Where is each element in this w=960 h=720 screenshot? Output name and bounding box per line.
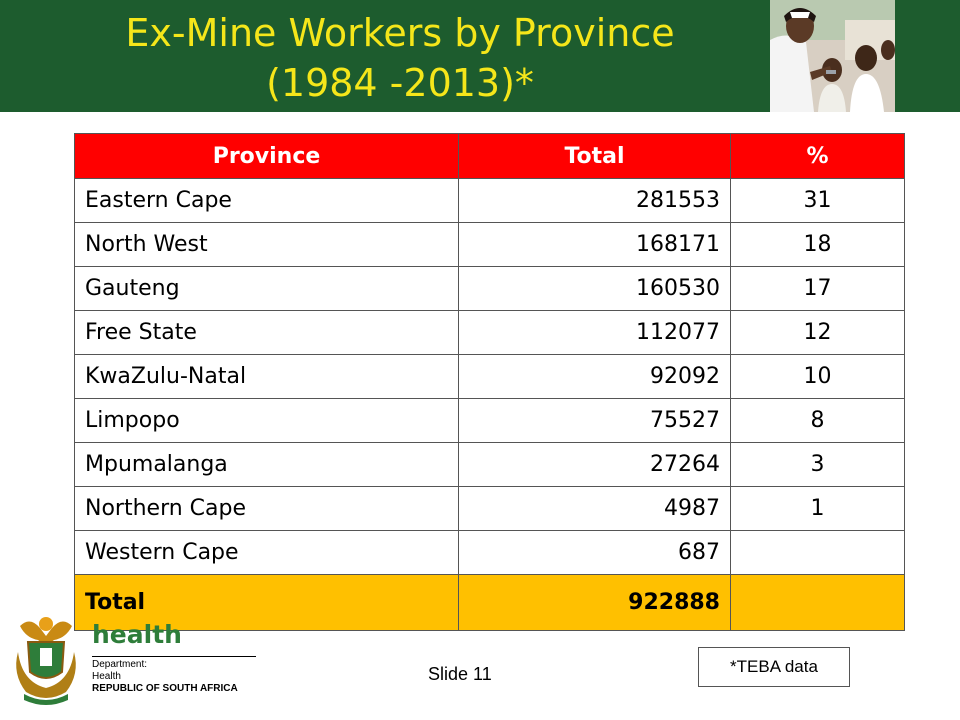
cell-percent: 1	[730, 486, 905, 531]
cell-total: 687	[458, 530, 731, 575]
cell-total: 4987	[458, 486, 731, 531]
table-row: Limpopo 75527 8	[74, 398, 905, 443]
cell-percent: 17	[730, 266, 905, 311]
cell-province: Mpumalanga	[74, 442, 459, 487]
slide-number: Slide 11	[428, 664, 492, 684]
cell-total: 160530	[458, 266, 731, 311]
total-percent	[730, 574, 905, 631]
cell-total: 112077	[458, 310, 731, 355]
title-line-2: (1984 -2013)*	[266, 61, 534, 105]
department-logo: health Department: Health REPUBLIC OF SO…	[10, 612, 260, 708]
provinces-table: Province Total % Eastern Cape 281553 31 …	[74, 133, 905, 631]
table-row: Mpumalanga 27264 3	[74, 442, 905, 487]
table-row: Eastern Cape 281553 31	[74, 178, 905, 223]
cell-province: Northern Cape	[74, 486, 459, 531]
logo-line-2: Health	[92, 671, 121, 682]
cell-total: 27264	[458, 442, 731, 487]
table-row: Western Cape 687	[74, 530, 905, 575]
cell-percent: 31	[730, 178, 905, 223]
source-note: *TEBA data	[698, 647, 850, 687]
cell-total: 281553	[458, 178, 731, 223]
cell-province: KwaZulu-Natal	[74, 354, 459, 399]
cell-province: Free State	[74, 310, 459, 355]
logo-line-1: Department:	[92, 659, 148, 670]
cell-total: 75527	[458, 398, 731, 443]
header-photo	[770, 0, 895, 112]
table-row: KwaZulu-Natal 92092 10	[74, 354, 905, 399]
logo-divider	[92, 656, 256, 657]
table-row: Free State 112077 12	[74, 310, 905, 355]
header-banner: Ex-Mine Workers by Province (1984 -2013)…	[0, 0, 960, 112]
table-row: Northern Cape 4987 1	[74, 486, 905, 531]
total-value: 922888	[458, 574, 731, 631]
logo-line-3: REPUBLIC OF SOUTH AFRICA	[92, 683, 238, 694]
cell-percent: 3	[730, 442, 905, 487]
cell-province: Limpopo	[74, 398, 459, 443]
title-line-1: Ex-Mine Workers by Province	[125, 11, 675, 55]
cell-province: North West	[74, 222, 459, 267]
cell-percent: 10	[730, 354, 905, 399]
cell-total: 168171	[458, 222, 731, 267]
header-province: Province	[74, 133, 459, 179]
total-label: Total	[74, 574, 459, 631]
coat-of-arms-icon	[16, 617, 76, 705]
table-row: Gauteng 160530 17	[74, 266, 905, 311]
header-percent: %	[730, 133, 905, 179]
cell-percent: 18	[730, 222, 905, 267]
cell-province: Gauteng	[74, 266, 459, 311]
table-row: North West 168171 18	[74, 222, 905, 267]
nurse-children-photo	[770, 0, 895, 112]
slide-title: Ex-Mine Workers by Province (1984 -2013)…	[40, 8, 760, 108]
cell-percent	[730, 530, 905, 575]
cell-percent: 12	[730, 310, 905, 355]
table-header-row: Province Total %	[74, 133, 905, 179]
cell-province: Western Cape	[74, 530, 459, 575]
cell-province: Eastern Cape	[74, 178, 459, 223]
header-total: Total	[458, 133, 731, 179]
logo-brand: health	[92, 620, 182, 649]
cell-percent: 8	[730, 398, 905, 443]
table-total-row: Total 922888	[74, 574, 905, 631]
cell-total: 92092	[458, 354, 731, 399]
